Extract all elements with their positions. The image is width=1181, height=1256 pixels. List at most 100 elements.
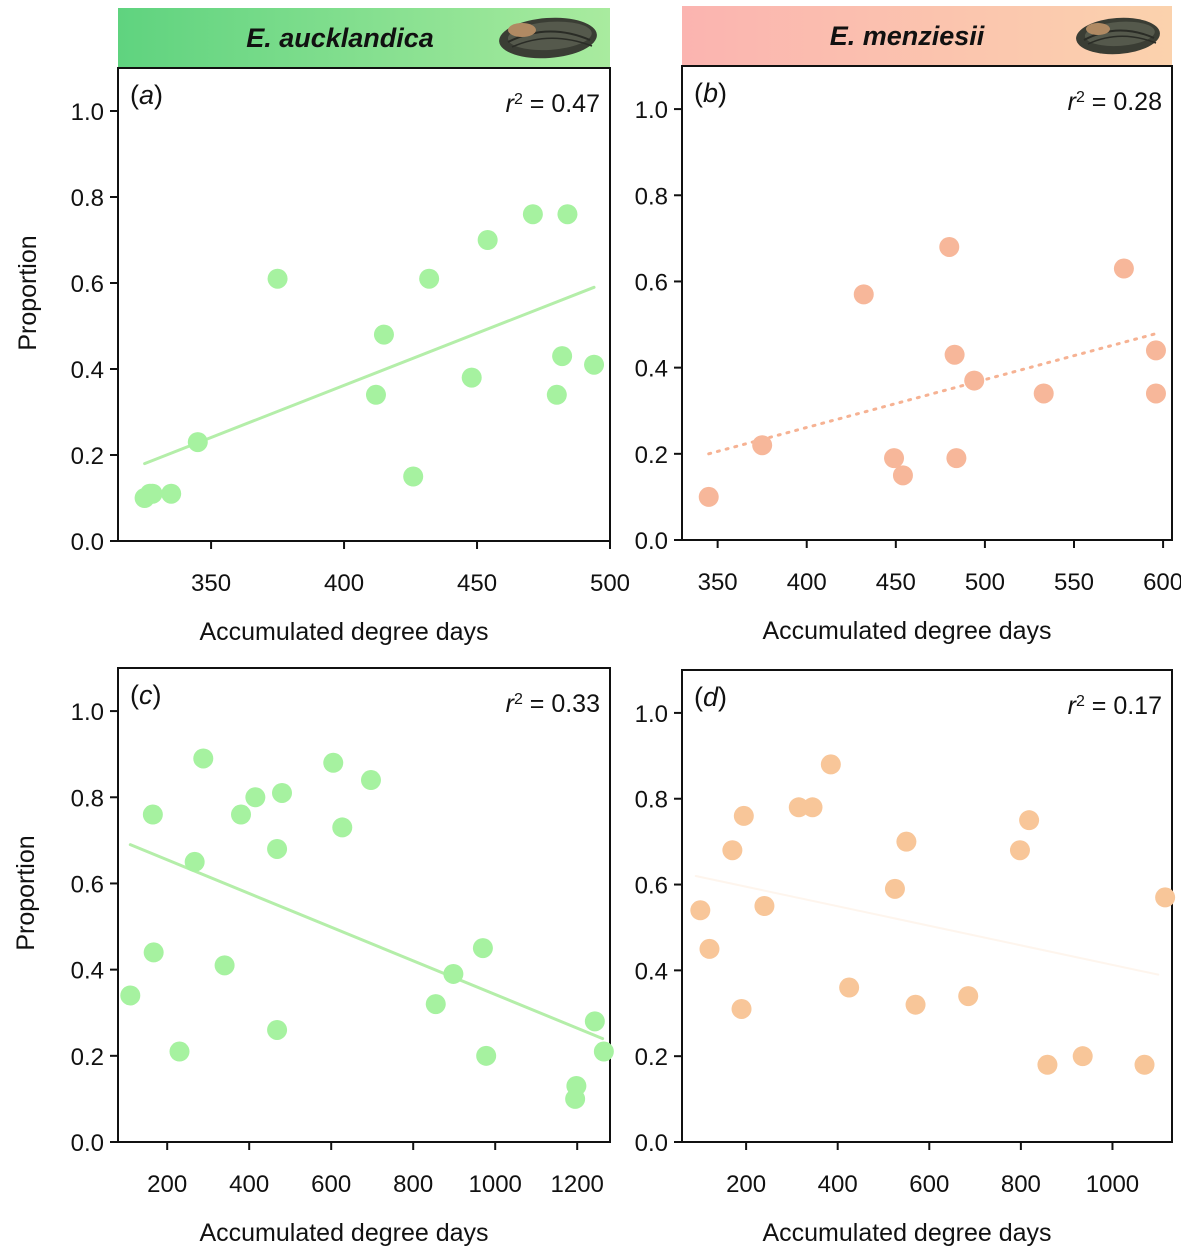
data-point <box>272 782 292 803</box>
trend-line <box>707 331 1160 456</box>
data-point <box>946 448 967 469</box>
data-point <box>584 1011 605 1032</box>
r-squared-label: r2 = 0.33 <box>506 690 600 718</box>
data-point <box>853 284 874 305</box>
data-point <box>425 994 446 1015</box>
plot-frame <box>117 667 611 1143</box>
x-axis-title: Accumulated degree days <box>762 617 1051 645</box>
species-header-menziesii: E. menziesii <box>682 6 1172 65</box>
data-point <box>1134 1054 1155 1075</box>
data-point <box>231 804 251 825</box>
data-point <box>892 465 913 486</box>
data-point <box>754 896 775 916</box>
data-point <box>731 998 752 1019</box>
data-point <box>722 840 743 861</box>
data-point <box>752 435 773 456</box>
y-tick-label: 0.2 <box>635 1044 668 1071</box>
data-point <box>142 804 163 825</box>
y-tick-label: 0.4 <box>71 958 104 985</box>
y-tick-label: 0.0 <box>71 529 104 556</box>
x-tick-label: 600 <box>1143 569 1181 596</box>
data-point <box>788 797 809 818</box>
data-point <box>1009 840 1030 861</box>
species-title-aucklandica: E. aucklandica <box>246 23 434 53</box>
y-tick-label: 0.6 <box>635 269 668 296</box>
x-tick-label: 1200 <box>551 1171 604 1198</box>
y-axis-title: Proportion <box>14 235 42 350</box>
x-tick-label: 450 <box>876 569 916 596</box>
data-point <box>546 384 567 405</box>
trend-line <box>694 874 1160 976</box>
y-tick-label: 0.6 <box>635 873 668 900</box>
data-point <box>733 805 754 826</box>
data-point <box>1019 810 1040 831</box>
data-point <box>267 268 288 289</box>
x-tick-label: 400 <box>324 570 364 597</box>
data-point <box>323 752 344 773</box>
data-point <box>143 942 164 963</box>
x-tick-label: 800 <box>393 1171 433 1198</box>
data-point <box>552 346 573 367</box>
data-point <box>839 977 860 998</box>
data-point <box>699 938 720 959</box>
y-tick-label: 0.8 <box>71 185 104 212</box>
species-header-aucklandica: E. aucklandica <box>118 8 610 67</box>
r-squared-label: r2 = 0.28 <box>1068 88 1162 116</box>
y-tick-label: 1.0 <box>635 97 668 124</box>
x-tick-label: 500 <box>590 570 630 597</box>
data-point <box>332 817 353 838</box>
data-point <box>1113 258 1134 279</box>
x-tick-label: 450 <box>457 570 497 597</box>
data-point <box>905 994 926 1015</box>
data-point <box>184 851 205 872</box>
panel-label: (c) <box>130 680 162 710</box>
x-tick-label: 400 <box>818 1171 858 1198</box>
y-tick-label: 0.8 <box>635 183 668 210</box>
data-point <box>896 831 917 852</box>
y-tick-label: 1.0 <box>71 699 104 726</box>
y-tick-label: 0.6 <box>71 871 104 898</box>
panel-b: 0.0 0.2 0.4 0.6 0.8 1.0 350 400 450 500 550 600 Accu… <box>635 65 1181 645</box>
data-point <box>557 204 578 225</box>
data-point <box>403 466 424 487</box>
plot-frame <box>681 65 1173 541</box>
data-point <box>1037 1054 1058 1075</box>
y-tick-label: 0.0 <box>635 528 668 555</box>
trend-line <box>143 285 596 466</box>
species-title-menziesii: E. menziesii <box>830 21 985 51</box>
data-point <box>1072 1046 1093 1067</box>
x-tick-label: 600 <box>311 1171 351 1198</box>
y-tick-label: 0.8 <box>71 785 104 812</box>
x-tick-label: 350 <box>191 570 231 597</box>
y-tick-label: 0.2 <box>71 1044 104 1071</box>
x-tick-label: 500 <box>965 569 1005 596</box>
x-tick-label: 550 <box>1054 569 1094 596</box>
data-point <box>939 236 960 257</box>
data-point <box>360 770 381 791</box>
r-squared-label: r2 = 0.47 <box>506 90 600 118</box>
r-squared-label: r2 = 0.17 <box>1068 692 1162 720</box>
y-tick-label: 0.2 <box>71 443 104 470</box>
data-point <box>593 1041 614 1062</box>
panel-label: (a) <box>130 80 163 110</box>
panel-a: 0.0 0.2 0.4 0.6 0.8 1.0 350 400 450 500 Accumulate… <box>14 67 630 646</box>
x-tick-label: 200 <box>726 1171 766 1198</box>
data-point <box>461 367 482 388</box>
plot-frame <box>117 67 611 542</box>
data-point <box>214 955 235 976</box>
x-tick-label: 1000 <box>1086 1171 1139 1198</box>
data-point <box>161 483 182 504</box>
data-point <box>476 1045 497 1066</box>
data-point <box>884 878 905 899</box>
data-point <box>169 1041 190 1062</box>
data-point <box>267 838 288 859</box>
data-point <box>120 985 141 1006</box>
data-point <box>187 432 208 453</box>
x-tick-label: 200 <box>147 1171 187 1198</box>
data-point <box>566 1075 587 1096</box>
x-tick-label: 400 <box>229 1171 269 1198</box>
data-point <box>142 483 163 504</box>
y-tick-label: 0.0 <box>635 1130 668 1157</box>
data-point <box>1145 340 1166 361</box>
y-tick-label: 1.0 <box>71 99 104 126</box>
